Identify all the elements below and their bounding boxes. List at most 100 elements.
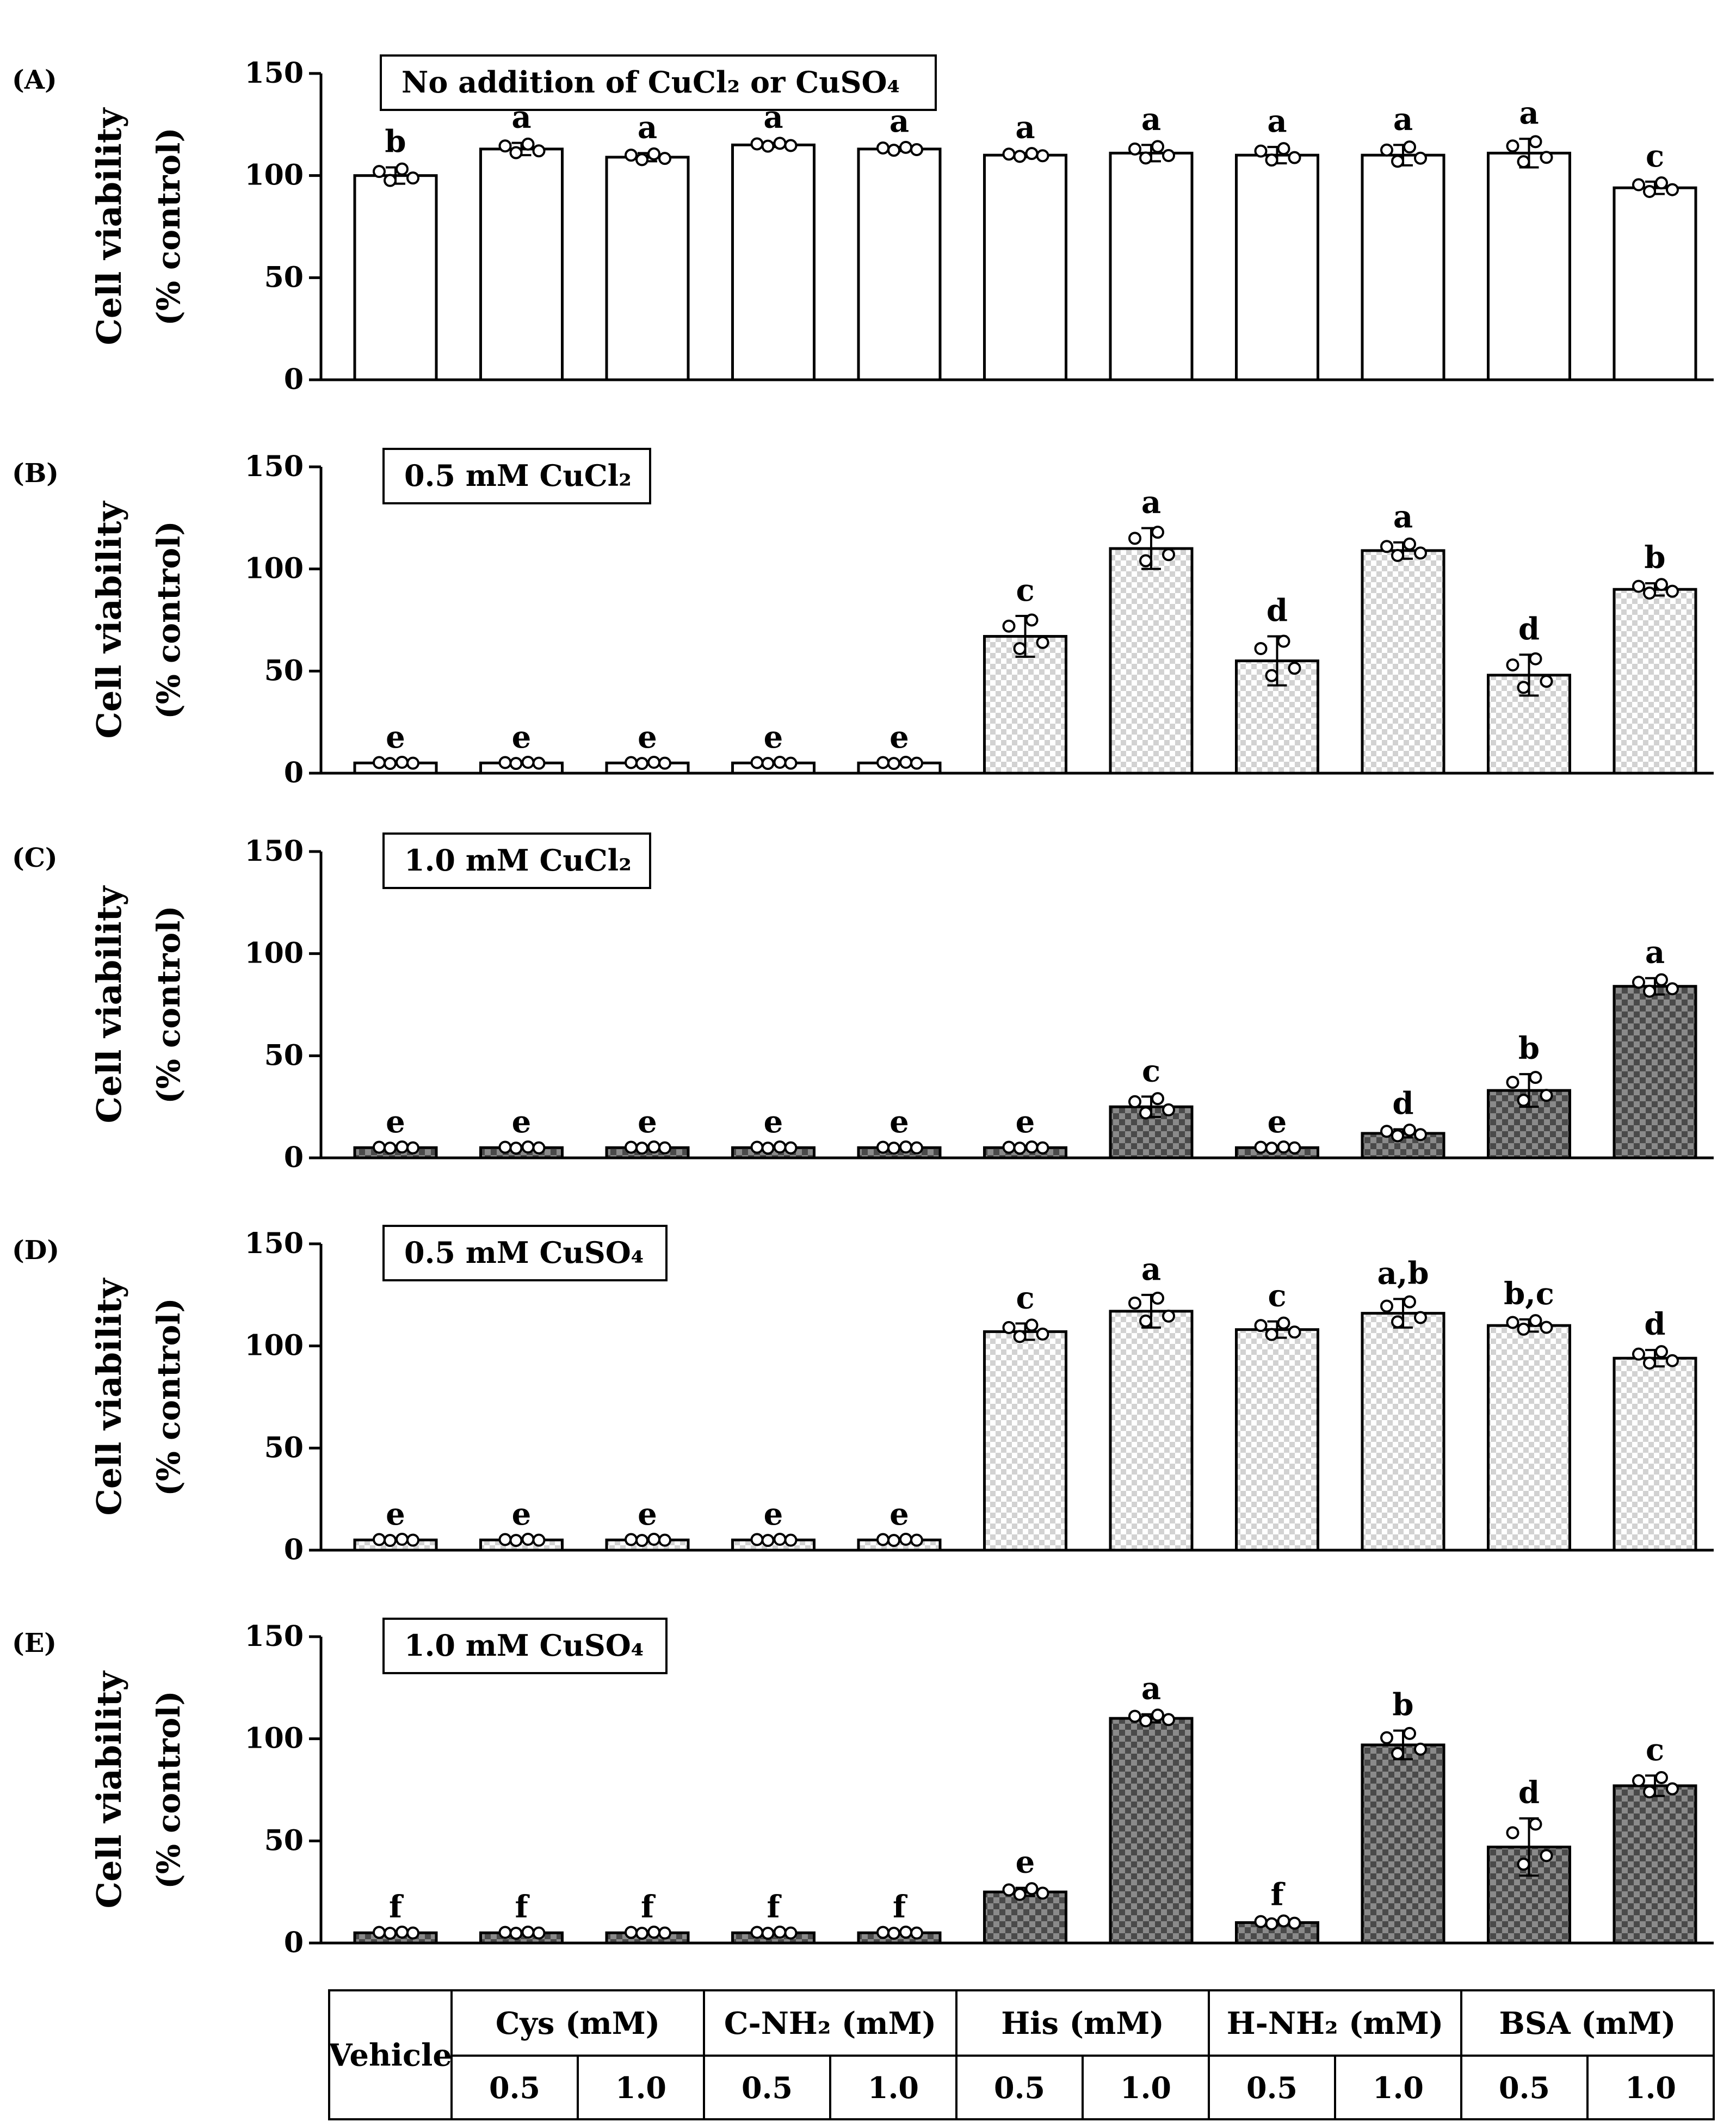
data-point	[1025, 1318, 1039, 1332]
data-point	[1128, 1710, 1141, 1723]
y-tick-label: 100	[244, 1722, 304, 1755]
table-concentration: 0.5	[1246, 2070, 1298, 2105]
data-point	[1162, 1103, 1175, 1117]
y-tick-label: 100	[244, 937, 304, 970]
data-point	[1265, 1917, 1278, 1930]
data-point	[750, 756, 764, 769]
significance-letter: f	[893, 1889, 908, 1925]
data-point	[1139, 1714, 1152, 1728]
data-point	[521, 137, 535, 151]
panel-title-box	[382, 1225, 668, 1281]
significance-letter: d	[1267, 593, 1288, 629]
significance-letter: e	[1268, 1104, 1287, 1140]
data-point	[1655, 578, 1668, 591]
data-point	[1151, 526, 1164, 539]
data-point	[625, 1140, 638, 1154]
data-point	[625, 1533, 638, 1546]
data-point	[876, 1926, 889, 1939]
significance-letter: c	[1016, 1280, 1034, 1316]
data-point	[521, 1533, 535, 1546]
data-point	[887, 1927, 900, 1940]
data-point	[910, 1141, 923, 1155]
data-point	[1529, 1071, 1542, 1084]
data-point	[658, 1926, 671, 1940]
data-point	[784, 1533, 798, 1547]
data-point	[1666, 1782, 1679, 1796]
data-point	[373, 1926, 386, 1939]
data-point	[1391, 1315, 1404, 1329]
data-point	[1540, 151, 1553, 164]
data-point	[1506, 139, 1519, 153]
bar	[1487, 1324, 1571, 1552]
data-point	[1517, 1322, 1530, 1336]
data-point	[1162, 1309, 1175, 1323]
y-tick-label: 50	[264, 261, 304, 294]
data-point	[1506, 1076, 1519, 1089]
data-point	[1643, 1356, 1656, 1370]
data-point	[1128, 1095, 1141, 1108]
y-tick-label: 50	[264, 1431, 304, 1464]
data-point	[1151, 1708, 1164, 1722]
data-point	[1013, 150, 1027, 163]
y-tick-label: 150	[244, 1227, 304, 1260]
data-point	[1139, 151, 1152, 165]
data-point	[1162, 1713, 1175, 1726]
data-point	[1013, 1142, 1027, 1155]
y-tick-label: 0	[284, 1141, 304, 1174]
data-point	[1632, 1774, 1645, 1787]
data-point	[876, 141, 889, 155]
data-point	[1151, 140, 1164, 153]
data-point	[784, 139, 798, 152]
data-point	[635, 757, 648, 770]
data-point	[1517, 1858, 1530, 1871]
panel-label: (C)	[12, 843, 58, 873]
significance-letter: d	[1392, 1085, 1413, 1121]
y-tick-label: 0	[284, 756, 304, 789]
data-point	[1643, 586, 1656, 600]
data-point	[773, 756, 787, 769]
data-point	[647, 756, 660, 769]
data-point	[773, 1140, 787, 1154]
significance-letter: f	[389, 1889, 404, 1925]
data-point	[1414, 1311, 1427, 1324]
table-group-header: Cys (mM)	[496, 2006, 660, 2041]
data-point	[1025, 147, 1039, 161]
data-point	[1265, 153, 1278, 167]
significance-letter: e	[638, 1104, 657, 1140]
data-point	[396, 162, 409, 176]
data-point	[1380, 1299, 1393, 1313]
data-point	[1277, 1140, 1290, 1154]
significance-letter: a	[1141, 485, 1161, 521]
data-point	[1655, 176, 1668, 190]
data-point	[1036, 1886, 1049, 1900]
data-point	[498, 1926, 512, 1939]
data-point	[887, 757, 900, 770]
table-concentration: 1.0	[1373, 2070, 1424, 2105]
panel-title: 1.0 mM CuCl₂	[404, 843, 632, 878]
data-point	[1128, 1296, 1141, 1310]
bar	[1613, 1784, 1697, 1945]
data-point	[1540, 1849, 1553, 1862]
bar	[1613, 588, 1697, 775]
data-point	[899, 140, 912, 154]
significance-letter: a,b	[1377, 1255, 1429, 1291]
data-point	[1380, 1731, 1393, 1744]
data-point	[1391, 155, 1404, 168]
data-point	[1403, 1123, 1416, 1137]
data-point	[1002, 619, 1016, 633]
significance-letter: e	[386, 1496, 405, 1532]
bar	[1613, 1356, 1697, 1552]
table-group-header: His (mM)	[1001, 2006, 1164, 2041]
panel-title-box	[382, 832, 651, 889]
data-point	[1391, 1129, 1404, 1143]
data-point	[658, 1141, 671, 1155]
data-point	[1036, 1141, 1049, 1155]
bar	[1613, 985, 1697, 1159]
significance-letter: a	[1015, 109, 1035, 145]
data-point	[1002, 1321, 1016, 1334]
bar	[857, 147, 942, 381]
table-concentration: 0.5	[489, 2070, 540, 2105]
data-point	[532, 756, 546, 770]
data-point	[509, 1534, 523, 1547]
panel-c: (C) Cell viability (% control) 0 50 100 150 1.0…	[12, 832, 1714, 1174]
